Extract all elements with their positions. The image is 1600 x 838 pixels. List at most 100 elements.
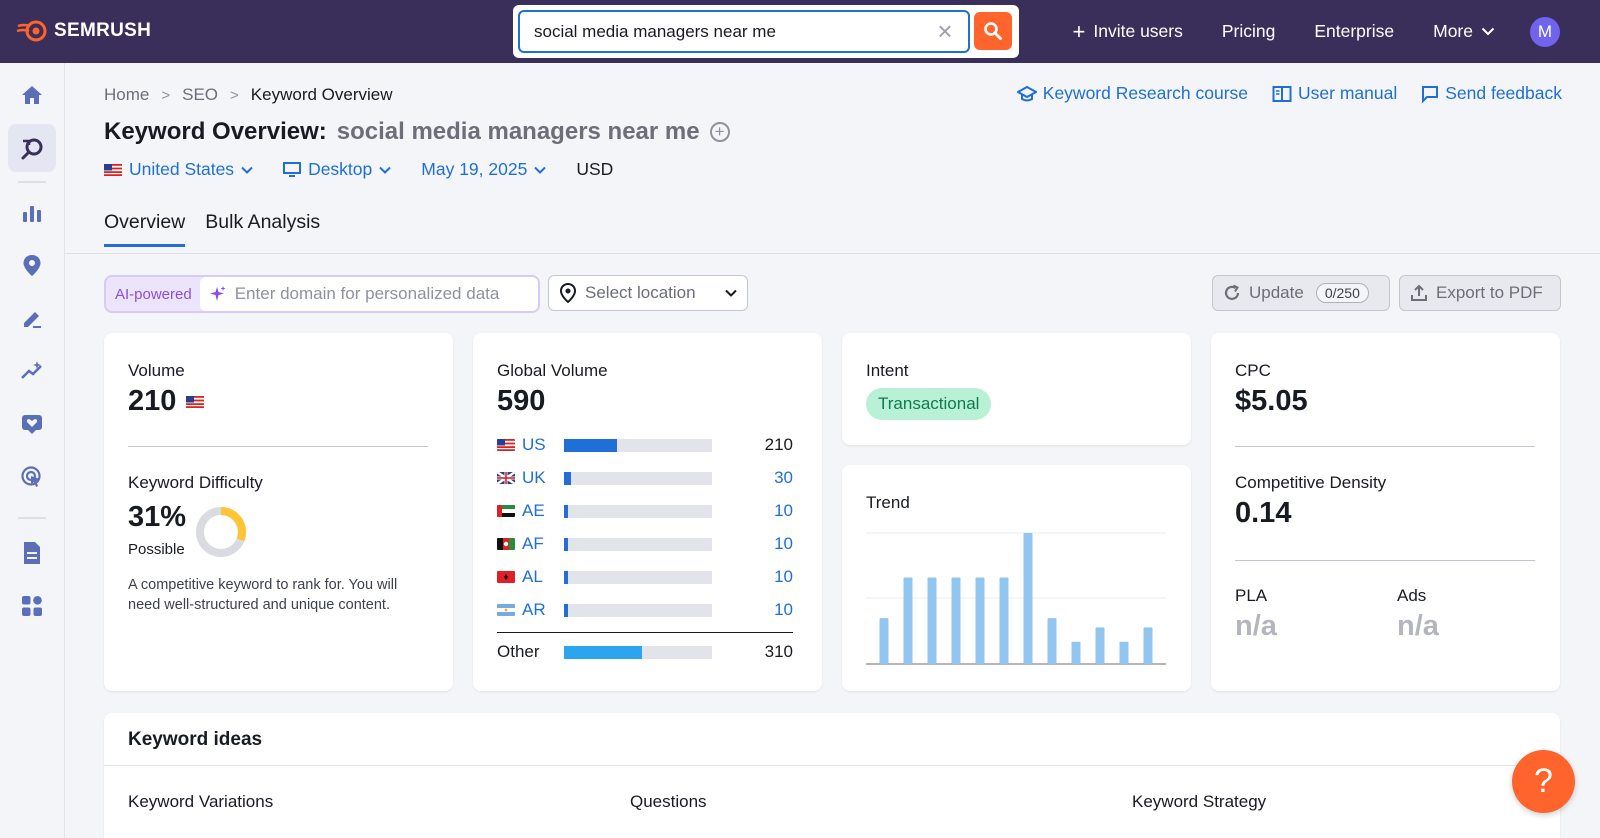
country-code: AL	[522, 567, 543, 586]
date-label: May 19, 2025	[421, 159, 528, 179]
country-row[interactable]: AL 10	[497, 566, 793, 588]
semrush-logo[interactable]: SEMRUSH	[16, 20, 151, 42]
trend-bar[interactable]	[1047, 618, 1057, 664]
country-code: AR	[522, 600, 546, 619]
search-input[interactable]	[518, 10, 970, 53]
target-cursor-icon[interactable]	[8, 453, 56, 501]
trend-bar[interactable]	[975, 577, 985, 664]
location-pin-icon[interactable]	[8, 242, 56, 290]
other-label: Other	[497, 642, 540, 661]
export-pdf-button[interactable]: Export to PDF	[1399, 275, 1561, 311]
kd-level: Possible	[128, 541, 185, 558]
trend-bar[interactable]	[999, 577, 1009, 664]
trend-bar[interactable]	[879, 618, 889, 664]
divider	[128, 446, 428, 447]
country-value: 30	[774, 468, 793, 487]
keyword-variations-label[interactable]: Keyword Variations	[128, 792, 274, 811]
us-flag-icon	[497, 439, 515, 451]
volume-bar	[564, 471, 712, 485]
questions-label[interactable]: Questions	[630, 792, 707, 811]
date-dropdown[interactable]: May 19, 2025	[421, 159, 547, 180]
invite-users-link[interactable]: + Invite users	[1073, 20, 1183, 42]
cpc-label: CPC	[1235, 361, 1271, 380]
cpc-card: CPC $5.05 Competitive Density 0.14 PLA n…	[1211, 333, 1560, 691]
volume-bar-fill	[564, 504, 568, 518]
search-button[interactable]	[974, 12, 1012, 50]
sidebar	[0, 63, 65, 838]
country-row[interactable]: UK 30	[497, 467, 793, 489]
kd-donut-chart	[196, 507, 246, 557]
density-label: Competitive Density	[1235, 473, 1387, 492]
country-row[interactable]: AR 10	[497, 599, 793, 621]
volume-value: 210	[128, 385, 177, 417]
currency-label: USD	[576, 159, 614, 179]
country-value: 10	[774, 600, 793, 619]
tabs-divider	[65, 253, 1600, 254]
chevron-down-icon	[534, 166, 547, 174]
keyword-course-link[interactable]: Keyword Research course	[1016, 83, 1248, 104]
content-edit-icon[interactable]	[8, 295, 56, 343]
country-value: 10	[774, 534, 793, 553]
global-volume-card: Global Volume 590 US 210 UK 30 AE 10 AF …	[473, 333, 822, 691]
volume-bar-fill	[564, 471, 572, 485]
heart-chat-icon[interactable]	[8, 400, 56, 448]
home-icon[interactable]	[8, 71, 56, 119]
seo-icon[interactable]	[8, 124, 56, 172]
trend-bar[interactable]	[1119, 641, 1129, 664]
help-button[interactable]: ?	[1512, 750, 1575, 813]
trend-bar[interactable]	[903, 577, 913, 664]
more-label: More	[1433, 21, 1473, 41]
trend-bar[interactable]	[927, 577, 937, 664]
pricing-link[interactable]: Pricing	[1221, 21, 1276, 41]
tab-bulk-analysis[interactable]: Bulk Analysis	[205, 211, 321, 233]
location-select[interactable]: Select location	[548, 275, 748, 311]
domain-input[interactable]: Enter domain for personalized data	[199, 277, 538, 311]
trend-bar[interactable]	[1071, 641, 1081, 664]
country-row[interactable]: AE 10	[497, 500, 793, 522]
sidebar-divider	[18, 517, 46, 519]
breadcrumb-seo[interactable]: SEO	[182, 85, 219, 104]
ai-powered-label: AI-powered	[115, 285, 192, 303]
tab-overview[interactable]: Overview	[104, 211, 186, 247]
chevron-right-icon: >	[230, 86, 239, 104]
uk-flag-icon	[497, 472, 515, 484]
location-pin-icon	[559, 283, 577, 303]
more-menu[interactable]: More	[1433, 21, 1495, 42]
keyword-strategy-label[interactable]: Keyword Strategy	[1132, 792, 1267, 811]
desktop-icon	[283, 161, 302, 177]
send-feedback-link[interactable]: Send feedback	[1421, 83, 1562, 104]
other-value: 310	[764, 642, 793, 661]
update-button[interactable]: Update 0/250	[1212, 275, 1390, 311]
analytics-icon[interactable]	[8, 189, 56, 237]
avatar[interactable]: M	[1530, 16, 1560, 47]
trend-bar[interactable]	[1095, 627, 1105, 664]
add-circle-icon[interactable]: +	[709, 122, 730, 142]
country-row[interactable]: US 210	[497, 434, 793, 456]
volume-bar	[564, 570, 712, 584]
enterprise-link[interactable]: Enterprise	[1314, 21, 1395, 41]
apps-grid-icon[interactable]	[8, 582, 56, 630]
volume-bar	[564, 438, 712, 452]
report-icon[interactable]	[8, 529, 56, 577]
trend-bar[interactable]	[1143, 627, 1153, 664]
clear-icon[interactable]: ×	[937, 16, 953, 46]
device-dropdown[interactable]: Desktop	[283, 159, 391, 180]
trend-bar[interactable]	[1023, 533, 1033, 664]
global-volume-value: 590	[497, 385, 546, 417]
location-placeholder: Select location	[585, 283, 696, 302]
country-dropdown[interactable]: United States	[104, 159, 253, 180]
pla-value: n/a	[1235, 610, 1277, 642]
breadcrumb-home[interactable]: Home	[104, 85, 150, 104]
ads-value: n/a	[1397, 610, 1439, 642]
trend-bar[interactable]	[951, 577, 961, 664]
divider	[1235, 446, 1535, 447]
volume-bar	[564, 537, 712, 551]
kd-value: 31%	[128, 501, 187, 533]
user-manual-link[interactable]: User manual	[1272, 83, 1397, 104]
volume-bar-fill	[564, 603, 568, 617]
ai-sparkle-icon[interactable]	[8, 347, 56, 395]
af-flag-icon	[497, 538, 515, 550]
main-content: Home > SEO > Keyword Overview Keyword Re…	[65, 63, 1600, 838]
country-row[interactable]: AF 10	[497, 533, 793, 555]
semrush-logo-icon	[16, 20, 47, 42]
